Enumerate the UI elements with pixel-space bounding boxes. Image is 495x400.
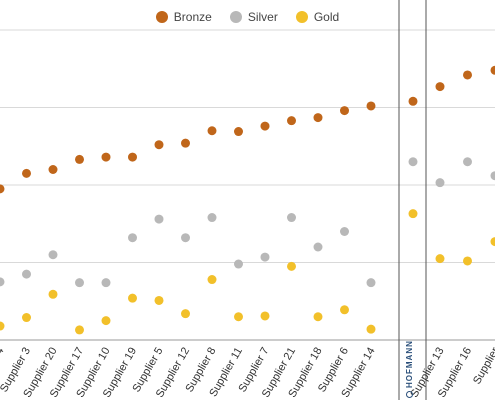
gridlines: [0, 29, 495, 341]
data-points: [0, 65, 495, 335]
point-gold-supplier-8[interactable]: [207, 275, 217, 285]
point-bronze-supplier-20[interactable]: [48, 165, 58, 174]
point-silver-supplier-21[interactable]: [287, 213, 296, 223]
point-bronze-supplier-6[interactable]: [340, 106, 349, 116]
point-silver-supplier-12[interactable]: [181, 233, 190, 243]
point-silver-supplier-16[interactable]: [463, 157, 472, 167]
legend-item-silver[interactable]: Silver: [229, 10, 278, 24]
legend-label-bronze: Bronze: [173, 10, 212, 24]
point-gold-supplier-3[interactable]: [22, 313, 31, 323]
point-gold-supplier-12[interactable]: [181, 309, 190, 319]
point-bronze-supplier-14[interactable]: [366, 101, 376, 111]
point-bronze-supplier-7[interactable]: [260, 121, 270, 131]
point-bronze-supplier-13[interactable]: [435, 82, 445, 92]
point-gold-supplier-7[interactable]: [260, 311, 270, 321]
point-gold-supplier-14[interactable]: [366, 324, 376, 334]
point-bronze-supplier-4[interactable]: [0, 184, 5, 194]
point-bronze-supplier-11[interactable]: [234, 127, 243, 137]
point-bronze-supplier-19[interactable]: [128, 152, 137, 162]
point-bronze-supplier-3[interactable]: [22, 168, 31, 178]
point-silver-supplier-6[interactable]: [340, 227, 349, 236]
legend-item-bronze[interactable]: Bronze: [155, 10, 212, 24]
point-silver-supplier-4[interactable]: [0, 277, 5, 287]
legend-label-gold: Gold: [313, 10, 340, 24]
point-silver-supplier-20[interactable]: [48, 250, 58, 260]
point-bronze-supplier-17[interactable]: [75, 154, 84, 164]
point-gold-supplier-21[interactable]: [287, 261, 296, 271]
legend-label-silver: Silver: [247, 10, 278, 24]
point-silver-supplier-10[interactable]: [101, 278, 111, 288]
point-gold-supplier-5[interactable]: [154, 295, 164, 305]
point-bronze-supplier-8[interactable]: [207, 126, 217, 136]
point-gold-supplier-16[interactable]: [463, 256, 472, 266]
point-silver-supplier-14[interactable]: [366, 278, 376, 288]
point-bronze-supplier-5[interactable]: [154, 140, 164, 150]
point-bronze-supplier[interactable]: [490, 65, 495, 75]
point-bronze-supplier-18[interactable]: [313, 113, 323, 123]
point-bronze-supplier-10[interactable]: [101, 152, 111, 162]
hofmann-brand-label: HOFMANN: [403, 338, 415, 398]
legend: Bronze Silver Gold: [0, 10, 495, 24]
legend-marker-bronze: [155, 11, 168, 23]
legend-marker-gold: [295, 11, 308, 23]
brand-text: HOFMANN: [404, 340, 414, 388]
point-gold-supplier-17[interactable]: [75, 325, 84, 335]
point-silver-supplier-7[interactable]: [260, 252, 270, 262]
point-gold-supplier-20[interactable]: [48, 289, 58, 299]
point-silver-supplier-3[interactable]: [22, 269, 31, 279]
brand-ring-icon: [405, 391, 413, 398]
point-gold-supplier-13[interactable]: [435, 254, 445, 264]
point-silver-supplier-11[interactable]: [234, 259, 243, 269]
point-bronze-hofmann[interactable]: [408, 96, 418, 106]
panel-dividers: [398, 0, 427, 400]
point-silver-supplier-8[interactable]: [207, 213, 217, 223]
legend-item-gold[interactable]: Gold: [295, 10, 340, 24]
point-gold-hofmann[interactable]: [408, 209, 418, 219]
point-silver-supplier[interactable]: [490, 171, 495, 181]
point-silver-supplier-5[interactable]: [154, 214, 164, 224]
point-gold-supplier-19[interactable]: [128, 293, 137, 303]
legend-marker-silver: [229, 11, 242, 23]
point-silver-supplier-13[interactable]: [435, 178, 445, 188]
point-gold-supplier-10[interactable]: [101, 316, 111, 326]
point-silver-supplier-17[interactable]: [75, 278, 84, 288]
point-bronze-supplier-16[interactable]: [463, 70, 472, 80]
point-gold-supplier-18[interactable]: [313, 312, 323, 322]
tick-label-supplier: Supplier: [471, 345, 495, 386]
point-gold-supplier-4[interactable]: [0, 321, 5, 331]
point-bronze-supplier-12[interactable]: [181, 138, 190, 148]
point-gold-supplier[interactable]: [490, 237, 495, 247]
point-silver-hofmann[interactable]: [408, 157, 418, 167]
point-gold-supplier-6[interactable]: [340, 305, 349, 315]
point-gold-supplier-11[interactable]: [234, 312, 243, 322]
point-silver-supplier-18[interactable]: [313, 242, 323, 252]
point-silver-supplier-19[interactable]: [128, 233, 137, 243]
point-bronze-supplier-21[interactable]: [287, 116, 296, 126]
